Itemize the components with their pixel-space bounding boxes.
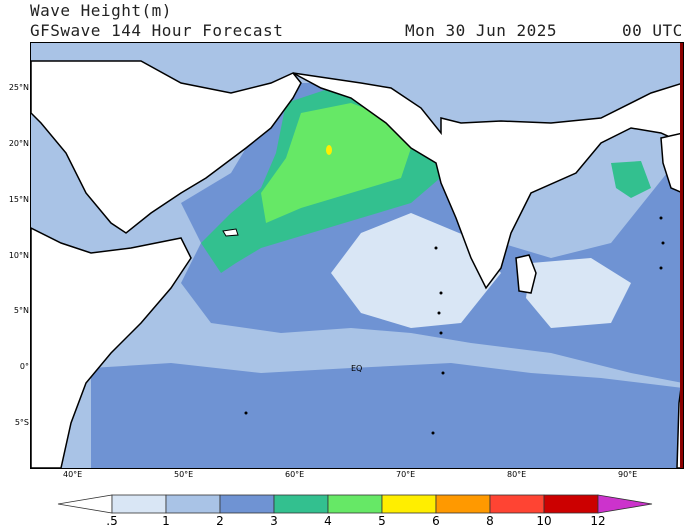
- lon-label: 40°E: [63, 470, 83, 479]
- island: [661, 241, 665, 245]
- colorbar-swatch: [165, 494, 221, 514]
- colorbar-label: 5: [378, 514, 386, 525]
- colorbar-label: 3: [270, 514, 278, 525]
- lon-label: 50°E: [174, 470, 194, 479]
- ocean-5-6m-spot: [326, 145, 332, 155]
- colorbar-swatch: [111, 494, 167, 514]
- lat-label: 15°N: [8, 195, 29, 204]
- colorbar-swatch: [327, 494, 383, 514]
- island: [439, 291, 443, 295]
- island: [441, 371, 445, 375]
- island-socotra: [222, 228, 239, 237]
- ocean-0-5-1m-patch: [331, 213, 501, 328]
- colorbar-label: 6: [432, 514, 440, 525]
- colorbar-label: 12: [590, 514, 605, 525]
- lat-labels: 25°N 20°N 15°N 10°N 5°N 0° 5°S: [0, 0, 30, 525]
- ocean-3-4m-bay: [611, 161, 651, 198]
- lat-label: 5°N: [13, 306, 29, 315]
- island: [244, 411, 248, 415]
- lat-label: 20°N: [8, 139, 29, 148]
- island: [437, 311, 441, 315]
- lat-label: 5°S: [14, 418, 29, 427]
- ocean-2-3m-south: [91, 363, 683, 468]
- model-forecast-title: GFSwave 144 Hour Forecast: [30, 21, 284, 40]
- colorbar-triangle-left: [57, 494, 113, 514]
- colorbar-label: 2: [216, 514, 224, 525]
- island: [659, 216, 663, 220]
- lon-label: 70°E: [396, 470, 416, 479]
- lat-label: 10°N: [8, 251, 29, 260]
- wave-height-map: EQ: [30, 42, 684, 469]
- land-africa-arabia: [31, 60, 302, 234]
- colorbar: .5 1 2 3 4 5 6 8 10 12: [57, 494, 653, 525]
- forecast-date: Mon 30 Jun 2025: [405, 21, 557, 40]
- lat-label: 25°N: [8, 83, 29, 92]
- lon-label: 60°E: [285, 470, 305, 479]
- colorbar-label: 8: [486, 514, 494, 525]
- colorbar-label: 4: [324, 514, 332, 525]
- colorbar-label: .5: [106, 514, 117, 525]
- lon-labels: 40°E 50°E 60°E 70°E 80°E 90°E: [0, 468, 700, 482]
- colorbar-swatch: [435, 494, 491, 514]
- ocean-4-5m: [261, 103, 411, 223]
- colorbar-label: 1: [162, 514, 170, 525]
- land-india: [292, 72, 683, 290]
- island: [431, 431, 435, 435]
- right-border-red: [680, 43, 683, 468]
- map-canvas: EQ: [31, 43, 683, 468]
- colorbar-swatch: [489, 494, 545, 514]
- land-myanmar: [660, 132, 683, 194]
- land-somalia: [31, 227, 192, 468]
- equator-label: EQ: [351, 364, 362, 373]
- forecast-time: 00 UTC: [622, 21, 683, 40]
- colorbar-swatch: [219, 494, 275, 514]
- colorbar-swatch: [273, 494, 329, 514]
- colorbar-triangle-right: [597, 494, 653, 514]
- land-sri-lanka: [515, 254, 537, 294]
- map-variable-title: Wave Height(m): [30, 1, 172, 20]
- lon-label: 80°E: [507, 470, 527, 479]
- colorbar-label: 10: [536, 514, 551, 525]
- island: [439, 331, 443, 335]
- lat-label: 0°: [19, 362, 29, 371]
- ocean-0-5-1m-patch: [526, 258, 631, 328]
- colorbar-swatch: [381, 494, 437, 514]
- island: [434, 246, 438, 250]
- colorbar-swatch: [543, 494, 599, 514]
- island: [659, 266, 663, 270]
- lon-label: 90°E: [618, 470, 638, 479]
